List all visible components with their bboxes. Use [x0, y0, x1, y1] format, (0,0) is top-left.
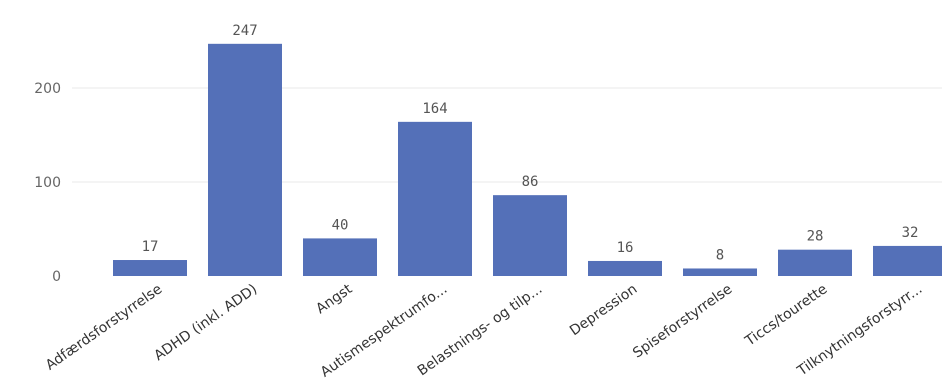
- data-label: 28: [807, 229, 824, 245]
- x-tick-label: ADHD (inkl. ADD): [151, 281, 260, 364]
- y-tick-label: 100: [34, 175, 61, 191]
- bars: [113, 43, 942, 276]
- data-labels: 17 247 40 164 86 16 8 28 32: [142, 23, 919, 264]
- data-label: 40: [332, 217, 349, 233]
- gridlines: [72, 87, 942, 183]
- bar: [113, 260, 187, 276]
- data-label: 17: [142, 239, 159, 255]
- bar: [588, 260, 662, 276]
- bar: [398, 121, 472, 276]
- x-tick-label: Adfærdsforstyrrelse: [43, 281, 165, 373]
- bar: [873, 245, 942, 276]
- data-label: 32: [902, 225, 919, 241]
- bar: [778, 249, 852, 276]
- bar: [208, 43, 282, 276]
- data-label: 8: [716, 247, 724, 263]
- x-tick-label: Spiseforstyrrelse: [630, 281, 735, 361]
- x-tick-label: Ticcs/tourette: [742, 281, 831, 350]
- bar: [303, 238, 377, 276]
- y-tick-label: 0: [52, 269, 61, 285]
- y-axis-ticks: 0 100 200: [34, 81, 61, 285]
- bar: [683, 268, 757, 276]
- data-label: 164: [422, 101, 447, 117]
- data-label: 86: [522, 174, 539, 190]
- y-tick-label: 200: [34, 81, 61, 97]
- data-label: 247: [232, 23, 257, 39]
- bar: [493, 195, 567, 276]
- x-tick-label: Angst: [313, 281, 355, 317]
- data-label: 16: [617, 240, 634, 256]
- x-tick-label: Depression: [567, 281, 640, 339]
